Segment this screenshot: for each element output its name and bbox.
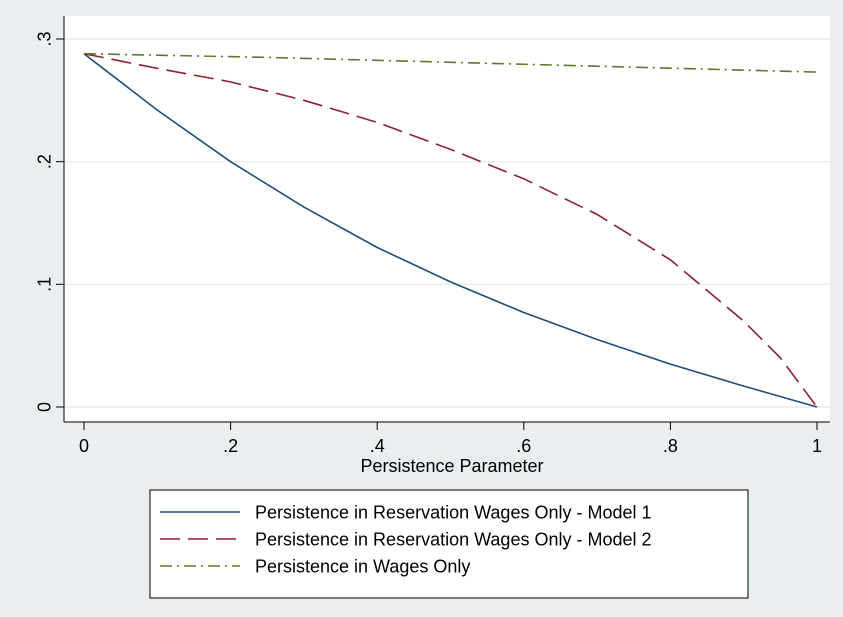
y-tick-label-3: .3 [34,31,54,46]
legend-items: Persistence in Reservation Wages Only - … [160,502,652,576]
x-tick-label-5: 1 [812,436,822,456]
legend: Persistence in Reservation Wages Only - … [149,489,749,599]
series-line-3 [83,52,818,73]
legend-label-1: Persistence in Reservation Wages Only - … [255,502,652,522]
y-tick-label-1: .1 [34,277,54,292]
series-layer [83,52,818,408]
legend-box [149,489,749,599]
y-tick-label-2: .2 [34,154,54,169]
y-ticks: 0 .1 .2 .3 [34,31,64,412]
series-line-2 [83,52,818,408]
x-tick-label-4: .8 [663,436,678,456]
legend-label-2: Persistence in Reservation Wages Only - … [255,529,652,549]
x-tick-label-0: 0 [79,436,89,456]
series-line-1 [83,53,818,408]
x-tick-label-3: .6 [516,436,531,456]
gridlines [64,38,830,408]
legend-label-3: Persistence in Wages Only [255,556,470,576]
plot-area [64,16,830,422]
y-tick-label-0: 0 [34,402,54,412]
x-tick-label-1: .2 [223,436,238,456]
x-tick-label-2: .4 [370,436,385,456]
x-axis-label: Persistence Parameter [360,456,543,476]
x-ticks: 0 .2 .4 .6 .8 1 [79,422,822,456]
